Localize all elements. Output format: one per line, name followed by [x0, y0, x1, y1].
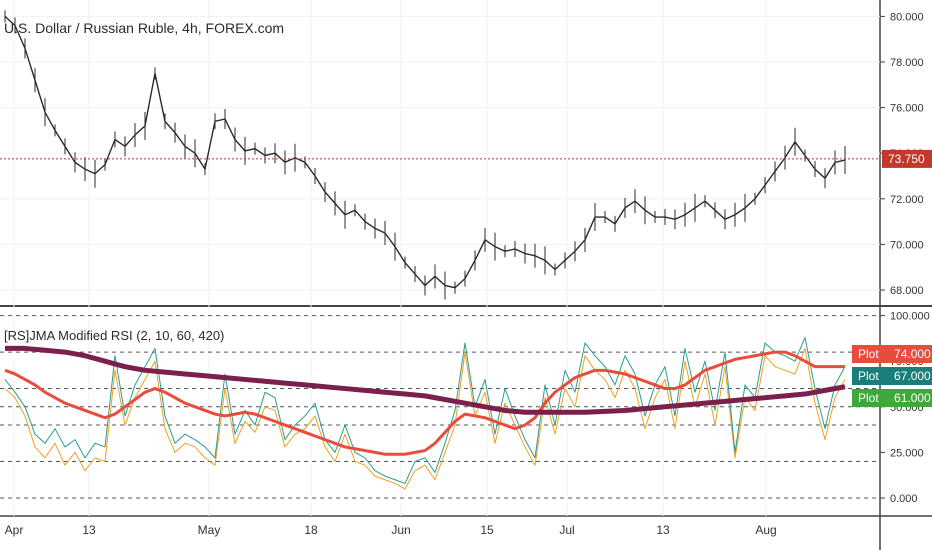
indicator-tick-label: 25.000 — [890, 447, 924, 459]
rsi-slow-line — [4, 336, 846, 484]
plot-tag-teal-label: Plot — [858, 369, 879, 383]
plot-tag-green: Plot 61.000 — [852, 389, 932, 407]
price-tick-label: 68.000 — [890, 285, 924, 297]
x-tick-label: May — [198, 523, 221, 537]
plot-tag-teal: Plot 67.000 — [852, 367, 932, 385]
indicator-title: [RS]JMA Modified RSI (2, 10, 60, 420) — [4, 328, 225, 343]
x-tick-label: Jul — [559, 523, 574, 537]
rsi-long-line — [5, 345, 846, 415]
price-tick-label: 76.000 — [890, 103, 924, 115]
x-tick-label: Jun — [391, 523, 410, 537]
plot-tag-green-value: 61.000 — [894, 391, 931, 405]
price-tick-label: 78.000 — [890, 57, 924, 69]
price-tick-label: 80.000 — [890, 11, 924, 23]
current-price-tag — [882, 149, 932, 168]
x-tick-label: 13 — [82, 523, 96, 537]
plot-tag-red-value: 74.000 — [894, 347, 931, 361]
x-tick-label: Aug — [755, 523, 776, 537]
plot-tag-green-label: Plot — [858, 391, 879, 405]
x-tick-label: 18 — [304, 523, 318, 537]
price-tick-label: 70.000 — [890, 239, 924, 251]
plot-tag-teal-value: 67.000 — [894, 369, 931, 383]
main-chart-title: U.S. Dollar / Russian Ruble, 4h, FOREX.c… — [4, 20, 285, 36]
rsi-smooth-line — [4, 350, 845, 456]
indicator-tick-label: 100.000 — [890, 311, 930, 323]
x-tick-label: 15 — [480, 523, 494, 537]
x-tick-label: Apr — [5, 523, 24, 537]
plot-tag-red: Plot 74.000 — [852, 345, 932, 363]
price-tick-label: 72.000 — [890, 194, 924, 206]
current-price-label: 73.750 — [888, 152, 925, 166]
plot-tag-red-label: Plot — [858, 347, 879, 361]
rsi-fast-line — [4, 347, 846, 490]
indicator-tick-label: 0.000 — [890, 493, 918, 505]
x-tick-label: 13 — [656, 523, 670, 537]
